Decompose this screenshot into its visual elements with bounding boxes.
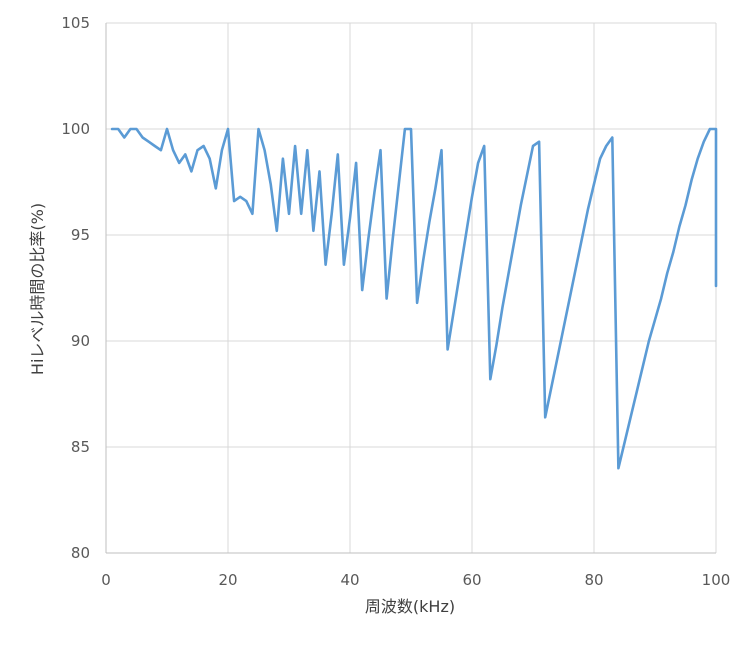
x-tick-label: 40: [340, 571, 359, 589]
y-tick-label: 95: [71, 226, 90, 244]
y-tick-label: 90: [71, 332, 90, 350]
y-tick-label: 100: [61, 120, 90, 138]
y-tick-labels: 80 85 90 95 100 105: [61, 14, 90, 562]
y-axis-title: Hiレベル時間の比率(%): [28, 203, 47, 375]
x-tick-label: 80: [584, 571, 603, 589]
x-tick-labels: 0 20 40 60 80 100: [101, 571, 730, 589]
x-tick-label: 100: [702, 571, 731, 589]
y-tick-label: 80: [71, 544, 90, 562]
series-line: [110, 127, 718, 470]
x-tick-label: 60: [462, 571, 481, 589]
x-tick-label: 20: [218, 571, 237, 589]
x-tick-label: 0: [101, 571, 111, 589]
y-tick-label: 85: [71, 438, 90, 456]
series: [110, 127, 718, 470]
axes: [105, 23, 716, 554]
x-axis-title: 周波数(kHz): [365, 597, 455, 616]
y-tick-label: 105: [61, 14, 90, 32]
gridlines: [106, 22, 717, 554]
